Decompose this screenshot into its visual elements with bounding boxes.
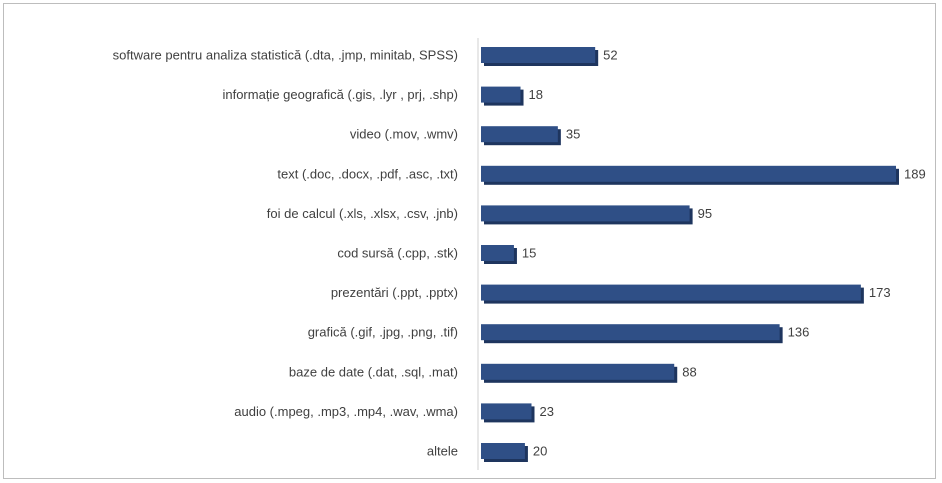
value-label: 136 [788, 325, 810, 340]
category-label: altele [427, 444, 458, 459]
value-label: 20 [533, 444, 547, 459]
value-label: 23 [540, 404, 554, 419]
category-label: video (.mov, .wmv) [350, 127, 458, 142]
bar [481, 364, 674, 380]
category-label: prezentări (.ppt, .pptx) [331, 285, 458, 300]
category-label: grafică (.gif, .jpg, .png, .tif) [308, 325, 458, 340]
value-label: 88 [682, 364, 696, 379]
bar [481, 324, 780, 340]
value-label: 173 [869, 285, 891, 300]
bar [481, 285, 861, 301]
category-label: foi de calcul (.xls, .xlsx, .csv, .jnb) [267, 206, 458, 221]
value-label: 189 [904, 166, 926, 181]
category-label: baze de date (.dat, .sql, .mat) [289, 364, 458, 379]
bar [481, 443, 525, 459]
bar [481, 87, 521, 103]
bar [481, 403, 532, 419]
bars-group [481, 47, 899, 462]
bar [481, 166, 896, 182]
bar [481, 47, 595, 63]
value-label: 52 [603, 48, 617, 63]
bar [481, 245, 514, 261]
category-label: software pentru analiza statistică (.dta… [113, 48, 458, 63]
value-label: 95 [698, 206, 712, 221]
category-label: text (.doc, .docx, .pdf, .asc, .txt) [277, 166, 458, 181]
value-labels: 52 18 35 189 95 15 173 136 88 23 20 [522, 48, 926, 459]
category-label: cod sursă (.cpp, .stk) [337, 246, 458, 261]
category-label: informație geografică (.gis, .lyr , prj,… [222, 87, 458, 102]
category-labels: software pentru analiza statistică (.dta… [113, 48, 458, 459]
value-label: 15 [522, 246, 536, 261]
bar [481, 205, 690, 221]
category-label: audio (.mpeg, .mp3, .mp4, .wav, .wma) [234, 404, 458, 419]
value-label: 35 [566, 127, 580, 142]
value-label: 18 [529, 87, 543, 102]
bar [481, 126, 558, 142]
